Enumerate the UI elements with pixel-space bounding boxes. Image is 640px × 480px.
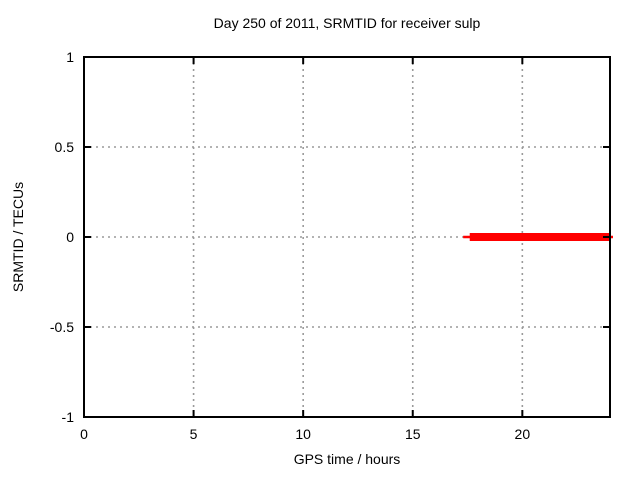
x-tick-label: 20 bbox=[514, 426, 531, 442]
x-tick-label: 15 bbox=[404, 426, 421, 442]
x-axis-label: GPS time / hours bbox=[293, 451, 401, 467]
x-tick-label: 0 bbox=[80, 426, 88, 442]
y-tick-label: -1 bbox=[61, 409, 74, 425]
y-tick-label: -0.5 bbox=[49, 319, 74, 335]
y-tick-label: 1 bbox=[66, 49, 74, 65]
chart-title: Day 250 of 2011, SRMTID for receiver sul… bbox=[213, 15, 481, 31]
y-tick-label: 0.5 bbox=[54, 139, 74, 155]
x-tick-label: 10 bbox=[295, 426, 311, 442]
x-tick-label: 5 bbox=[189, 426, 198, 442]
y-tick-label: 0 bbox=[66, 229, 74, 245]
